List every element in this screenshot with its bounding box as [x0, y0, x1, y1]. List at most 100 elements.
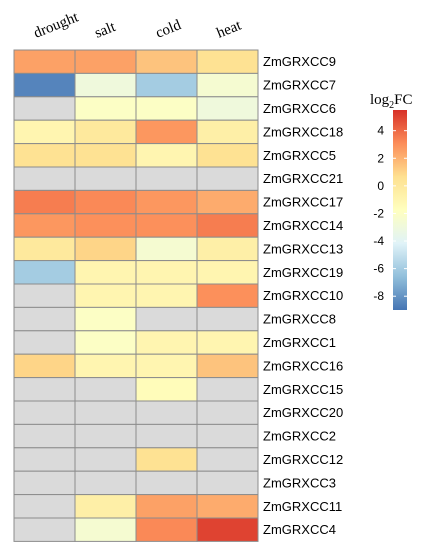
heatmap-cell-ZmGRXCC20-drought — [13, 400, 76, 425]
legend-tick-label: -6 — [373, 262, 384, 276]
column-label-cold: cold — [154, 17, 184, 42]
heatmap-cell-ZmGRXCC2-drought — [13, 423, 76, 449]
heatmap-cell-ZmGRXCC1-heat — [196, 330, 259, 355]
heatmap-cell-ZmGRXCC19-heat — [196, 260, 259, 285]
legend-title-main: log — [370, 92, 390, 108]
color-legend: log2FC 420-2-4-6-8 — [370, 92, 413, 310]
heatmap-cell-ZmGRXCC14-cold — [135, 213, 198, 238]
heatmap-cell-ZmGRXCC18-heat — [196, 119, 259, 145]
heatmap-cell-ZmGRXCC5-heat — [196, 143, 259, 168]
heatmap-cell-ZmGRXCC15-heat — [196, 377, 259, 402]
heatmap-cell-ZmGRXCC19-cold — [135, 260, 198, 285]
heatmap-cell-ZmGRXCC16-cold — [135, 353, 198, 379]
heatmap-cell-ZmGRXCC5-salt — [74, 143, 137, 168]
heatmap-cell-ZmGRXCC15-drought — [13, 377, 76, 402]
heatmap-cell-ZmGRXCC13-heat — [196, 236, 259, 262]
heatmap-cell-ZmGRXCC10-cold — [135, 283, 198, 308]
heatmap-cell-ZmGRXCC15-cold — [135, 377, 198, 402]
heatmap-cell-ZmGRXCC19-drought — [13, 260, 76, 285]
heatmap-cell-ZmGRXCC4-salt — [74, 517, 137, 542]
legend-title-sub: 2 — [389, 100, 394, 111]
legend-tick-label: 0 — [377, 179, 384, 193]
heatmap-cell-ZmGRXCC18-cold — [135, 119, 198, 145]
heatmap-cell-ZmGRXCC14-heat — [196, 213, 259, 238]
row-label-ZmGRXCC11: ZmGRXCC11 — [263, 499, 342, 514]
heatmap-cell-ZmGRXCC6-heat — [196, 96, 259, 121]
heatmap-cell-ZmGRXCC9-salt — [74, 49, 137, 74]
heatmap-cell-ZmGRXCC11-drought — [13, 494, 76, 519]
heatmap-cell-ZmGRXCC17-drought — [13, 189, 76, 215]
heatmap-cell-ZmGRXCC13-cold — [135, 236, 198, 262]
row-label-ZmGRXCC6: ZmGRXCC6 — [263, 101, 336, 116]
heatmap-cell-ZmGRXCC17-heat — [196, 189, 259, 215]
row-label-ZmGRXCC8: ZmGRXCC8 — [263, 312, 336, 327]
heatmap-cell-ZmGRXCC4-cold — [135, 517, 198, 542]
heatmap-cell-ZmGRXCC20-heat — [196, 400, 259, 425]
heatmap-cell-ZmGRXCC9-cold — [135, 49, 198, 74]
heatmap-cell-ZmGRXCC20-salt — [74, 400, 137, 425]
row-label-ZmGRXCC2: ZmGRXCC2 — [263, 429, 336, 444]
heatmap-cell-ZmGRXCC18-salt — [74, 119, 137, 145]
heatmap-cell-ZmGRXCC2-salt — [74, 423, 137, 449]
row-label-ZmGRXCC5: ZmGRXCC5 — [263, 148, 336, 163]
legend-tick-label: -8 — [373, 289, 384, 303]
heatmap-cell-ZmGRXCC3-drought — [13, 470, 76, 496]
heatmap-cell-ZmGRXCC16-salt — [74, 353, 137, 379]
legend-tick-label: 4 — [377, 124, 384, 138]
heatmap-cell-ZmGRXCC2-heat — [196, 423, 259, 449]
legend-title-tail: FC — [394, 92, 412, 108]
column-labels: drought salt cold heat — [32, 9, 245, 42]
heatmap-cell-ZmGRXCC7-drought — [13, 72, 76, 98]
row-label-ZmGRXCC18: ZmGRXCC18 — [263, 124, 343, 139]
legend-tick-label: 2 — [377, 151, 384, 165]
row-label-ZmGRXCC4: ZmGRXCC4 — [263, 522, 336, 537]
heatmap-cell-ZmGRXCC12-heat — [196, 447, 259, 472]
heatmap-cell-ZmGRXCC11-cold — [135, 494, 198, 519]
column-label-salt: salt — [93, 19, 119, 42]
heatmap-cell-ZmGRXCC15-salt — [74, 377, 137, 402]
legend-tick-label: -4 — [373, 234, 384, 248]
heatmap-cell-ZmGRXCC4-heat — [196, 517, 259, 542]
heatmap-cell-ZmGRXCC17-salt — [74, 189, 137, 215]
heatmap-cell-ZmGRXCC6-salt — [74, 96, 137, 121]
heatmap-cell-ZmGRXCC12-cold — [135, 447, 198, 472]
heatmap-cell-ZmGRXCC20-cold — [135, 400, 198, 425]
heatmap-cell-ZmGRXCC13-salt — [74, 236, 137, 262]
heatmap-cell-ZmGRXCC9-heat — [196, 49, 259, 74]
heatmap-cell-ZmGRXCC10-salt — [74, 283, 137, 308]
heatmap-cell-ZmGRXCC5-cold — [135, 143, 198, 168]
heatmap-cell-ZmGRXCC14-salt — [74, 213, 137, 238]
heatmap-cell-ZmGRXCC3-salt — [74, 470, 137, 496]
heatmap-cell-ZmGRXCC3-cold — [135, 470, 198, 496]
heatmap-cell-ZmGRXCC19-salt — [74, 260, 137, 285]
column-label-drought: drought — [32, 9, 82, 42]
heatmap-cell-ZmGRXCC6-cold — [135, 96, 198, 121]
heatmap-cell-ZmGRXCC11-heat — [196, 494, 259, 519]
heatmap-cell-ZmGRXCC16-drought — [13, 353, 76, 379]
legend-color-bar — [393, 110, 407, 310]
legend-tick-label: -2 — [373, 206, 384, 220]
heatmap-cell-ZmGRXCC18-drought — [13, 119, 76, 145]
row-label-ZmGRXCC21: ZmGRXCC21 — [263, 171, 343, 186]
heatmap-cell-ZmGRXCC21-salt — [74, 166, 137, 191]
heatmap-cell-ZmGRXCC11-salt — [74, 494, 137, 519]
row-label-ZmGRXCC7: ZmGRXCC7 — [263, 78, 336, 93]
heatmap-cell-ZmGRXCC10-drought — [13, 283, 76, 308]
heatmap-cell-ZmGRXCC14-drought — [13, 213, 76, 238]
heatmap-cells — [13, 49, 259, 542]
heatmap-cell-ZmGRXCC12-drought — [13, 447, 76, 472]
heatmap-cell-ZmGRXCC3-heat — [196, 470, 259, 496]
heatmap-cell-ZmGRXCC21-cold — [135, 166, 198, 191]
heatmap-cell-ZmGRXCC9-drought — [13, 49, 76, 74]
row-label-ZmGRXCC9: ZmGRXCC9 — [263, 54, 336, 69]
row-label-ZmGRXCC12: ZmGRXCC12 — [263, 452, 343, 467]
heatmap-cell-ZmGRXCC8-heat — [196, 306, 259, 332]
row-label-ZmGRXCC13: ZmGRXCC13 — [263, 241, 343, 256]
heatmap-cell-ZmGRXCC5-drought — [13, 143, 76, 168]
heatmap-cell-ZmGRXCC7-cold — [135, 72, 198, 98]
column-label-heat: heat — [215, 17, 245, 42]
row-label-ZmGRXCC3: ZmGRXCC3 — [263, 475, 336, 490]
heatmap-cell-ZmGRXCC21-heat — [196, 166, 259, 191]
heatmap-cell-ZmGRXCC13-drought — [13, 236, 76, 262]
